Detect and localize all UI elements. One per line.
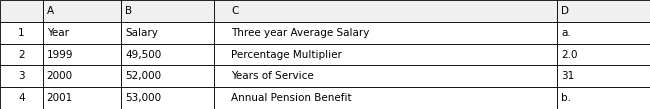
Text: 49,500: 49,500	[125, 49, 162, 60]
Text: Years of Service: Years of Service	[231, 71, 314, 81]
Text: 52,000: 52,000	[125, 71, 161, 81]
Bar	[121, 0, 214, 22]
Bar	[556, 22, 650, 44]
Text: C: C	[231, 6, 239, 16]
Text: D: D	[561, 6, 569, 16]
Text: Salary: Salary	[125, 28, 158, 38]
Text: 1: 1	[18, 28, 25, 38]
Bar	[214, 65, 556, 87]
Text: 2001: 2001	[47, 93, 73, 103]
Text: B: B	[125, 6, 133, 16]
Text: 2: 2	[18, 49, 25, 60]
Text: 4: 4	[18, 93, 25, 103]
Bar	[121, 65, 214, 87]
Bar	[214, 87, 556, 109]
Bar	[43, 87, 121, 109]
Text: Annual Pension Benefit: Annual Pension Benefit	[231, 93, 352, 103]
Bar	[556, 0, 650, 22]
Bar	[43, 65, 121, 87]
Bar	[214, 22, 556, 44]
Text: Year: Year	[47, 28, 69, 38]
Bar	[556, 65, 650, 87]
Bar	[0, 65, 43, 87]
Text: A: A	[47, 6, 54, 16]
Bar	[43, 44, 121, 65]
Bar	[214, 44, 556, 65]
Bar	[0, 87, 43, 109]
Text: 53,000: 53,000	[125, 93, 161, 103]
Bar	[556, 44, 650, 65]
Bar	[0, 44, 43, 65]
Bar	[43, 22, 121, 44]
Bar	[0, 22, 43, 44]
Bar	[121, 44, 214, 65]
Text: Percentage Multiplier: Percentage Multiplier	[231, 49, 342, 60]
Bar	[121, 87, 214, 109]
Bar	[556, 87, 650, 109]
Bar	[43, 0, 121, 22]
Text: Three year Average Salary: Three year Average Salary	[231, 28, 370, 38]
Bar	[214, 0, 556, 22]
Text: a.: a.	[561, 28, 571, 38]
Text: 2.0: 2.0	[561, 49, 578, 60]
Text: 2000: 2000	[47, 71, 73, 81]
Text: 3: 3	[18, 71, 25, 81]
Text: b.: b.	[561, 93, 571, 103]
Bar	[0, 0, 43, 22]
Bar	[121, 22, 214, 44]
Text: 31: 31	[561, 71, 575, 81]
Text: 1999: 1999	[47, 49, 73, 60]
